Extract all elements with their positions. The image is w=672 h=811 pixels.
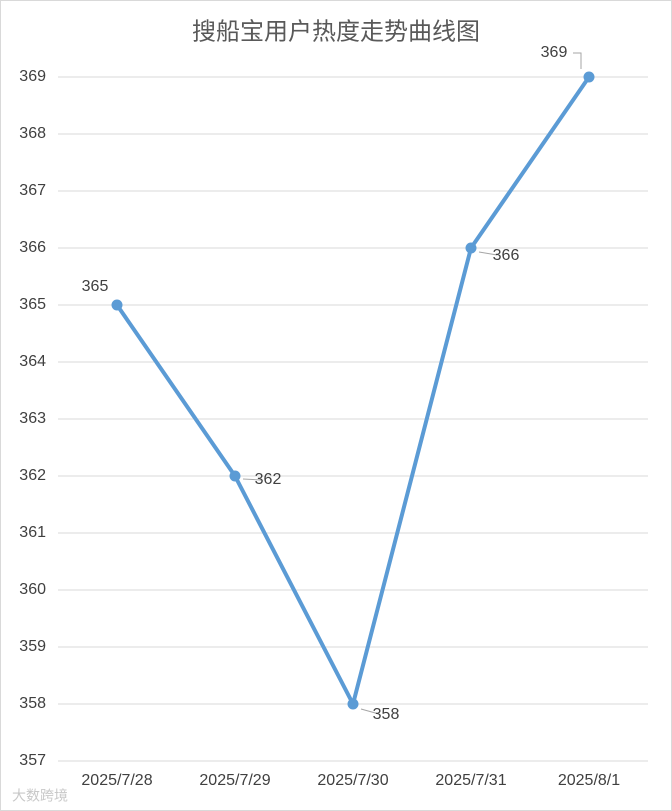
leader-line (360, 708, 380, 715)
y-tick-label: 366 (19, 239, 46, 256)
x-tick-label: 2025/7/28 (81, 772, 152, 789)
y-tick-label: 360 (19, 581, 46, 598)
y-tick-label: 363 (19, 410, 46, 427)
y-tick-label: 364 (19, 353, 46, 370)
data-label: 365 (82, 278, 109, 295)
data-point (347, 698, 359, 710)
x-tick-label: 2025/8/1 (558, 772, 620, 789)
y-tick-label: 361 (19, 524, 46, 541)
leader-line (573, 52, 582, 69)
leader-line (478, 251, 498, 256)
y-tick-label: 365 (19, 296, 46, 313)
y-tick-label: 362 (19, 467, 46, 484)
y-tick-label: 368 (19, 125, 46, 142)
data-point (229, 470, 241, 482)
y-tick-label: 369 (19, 68, 46, 85)
data-point (111, 299, 123, 311)
y-tick-label: 357 (19, 752, 46, 769)
data-point (583, 71, 595, 83)
data-label: 362 (255, 471, 282, 488)
x-tick-label: 2025/7/29 (199, 772, 270, 789)
y-tick-label: 358 (19, 695, 46, 712)
data-label: 369 (541, 44, 568, 61)
data-point (465, 242, 477, 254)
chart-title: 搜船宝用户热度走势曲线图 (192, 18, 480, 45)
watermark: 大数跨境 (12, 788, 68, 804)
y-tick-label: 367 (19, 182, 46, 199)
data-label: 358 (373, 706, 400, 723)
x-tick-label: 2025/7/31 (435, 772, 506, 789)
x-tick-label: 2025/7/30 (317, 772, 388, 789)
leader-line (242, 478, 262, 481)
data-label: 366 (493, 247, 520, 264)
y-tick-label: 359 (19, 638, 46, 655)
